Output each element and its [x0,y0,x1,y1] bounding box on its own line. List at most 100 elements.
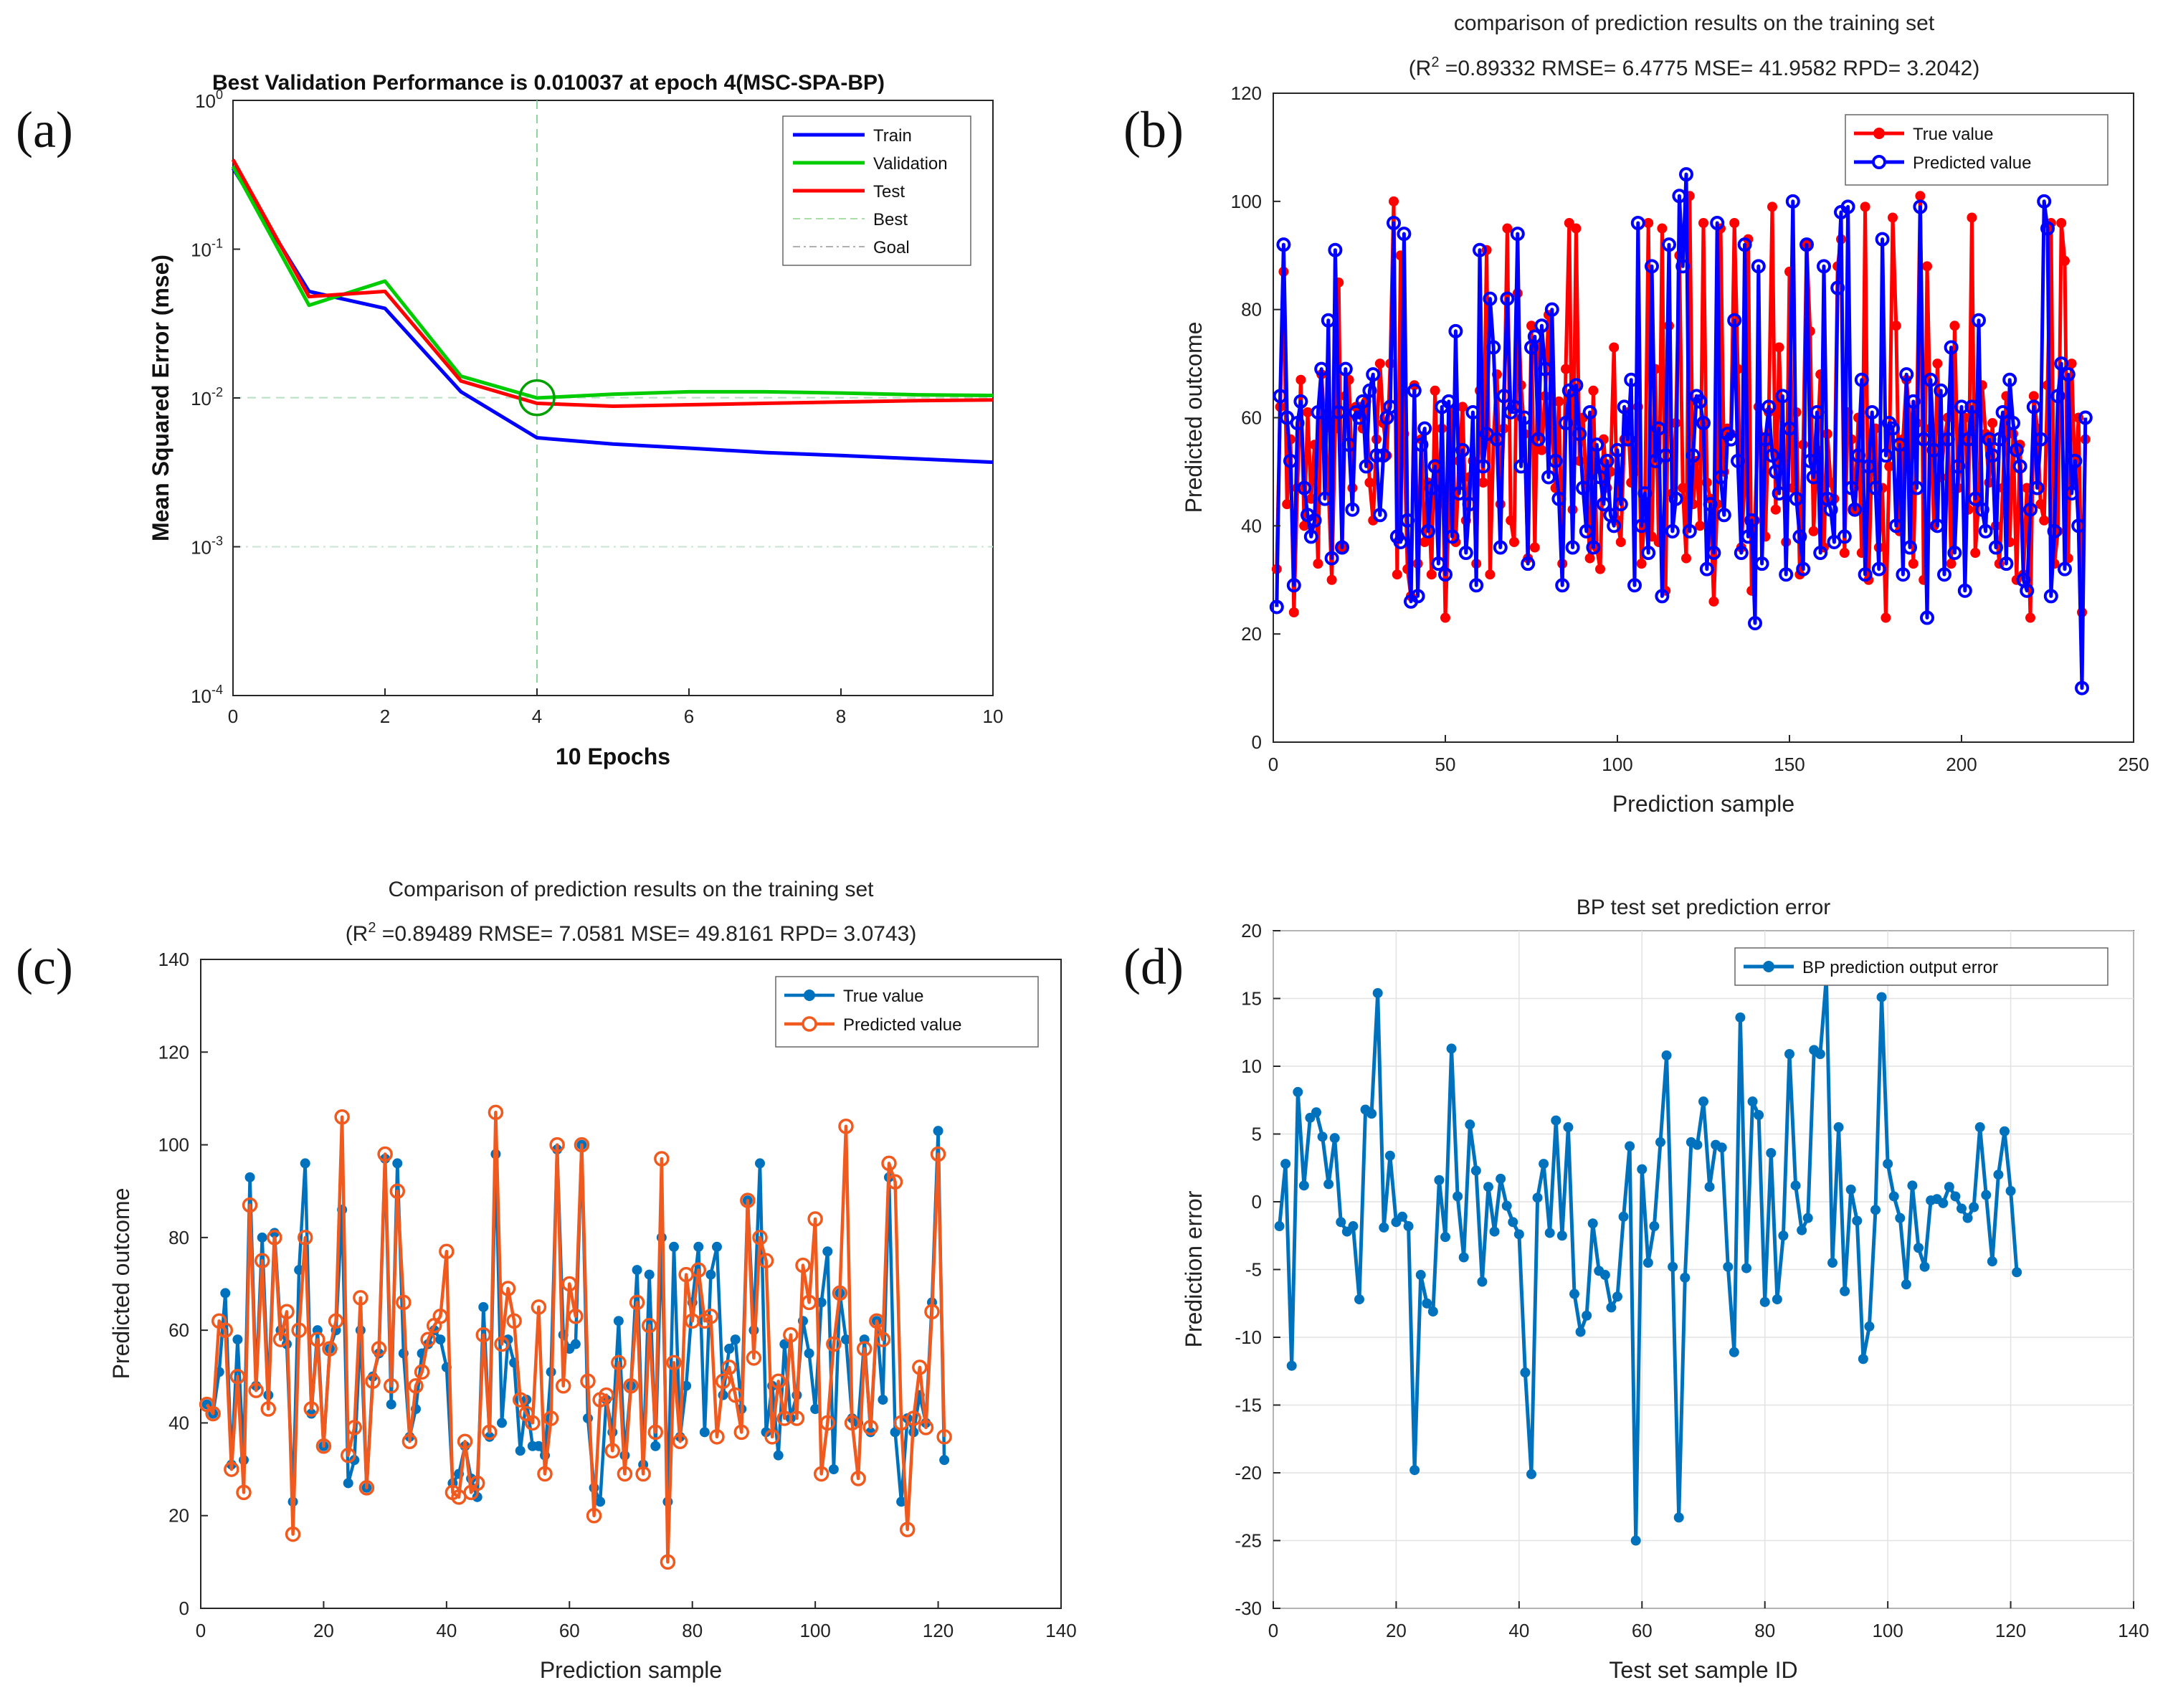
data-point-bp-prediction-output-error [1563,1122,1574,1133]
data-point-bp-prediction-output-error [1274,1221,1285,1232]
data-point-predicted-value [1985,448,2000,463]
data-point-predicted-value [1462,497,1477,512]
data-point-predicted-value [1634,518,1649,533]
data-point-true-value [1970,548,1981,559]
data-point-predicted-value [1496,389,1511,404]
data-point-predicted-value [1465,404,1480,419]
data-point-predicted-value [1355,394,1370,409]
data-point-predicted-value [217,1322,234,1338]
panel-b-legend: True value Predicted value [1845,114,2108,186]
panel-a-gridlines [233,100,993,696]
data-point-bp-prediction-output-error [1827,1258,1837,1268]
data-point-predicted-value [1369,448,1384,463]
data-point-true-value [712,1241,722,1252]
data-point-true-value [2028,391,2039,402]
panel-b-y-ticks: 0 20 40 60 80 100 120 [1231,82,1280,753]
data-point-bp-prediction-output-error [1513,1229,1524,1240]
data-point-bp-prediction-output-error [1784,1048,1794,1059]
data-point-bp-prediction-output-error [1427,1306,1438,1317]
data-point-predicted-value [1572,427,1587,442]
x-tick-label: 140 [1045,1620,1076,1641]
data-point-predicted-value [733,1424,750,1441]
data-point-predicted-value [819,1415,836,1431]
data-point-predicted-value [2060,367,2076,382]
data-point-true-value [1430,385,1440,396]
data-point-bp-prediction-output-error [1987,1256,1997,1267]
data-point-predicted-value [1957,583,1972,598]
data-point-predicted-value [1951,459,1966,474]
data-point-predicted-value [2030,480,2045,495]
data-point-predicted-value [703,1309,719,1324]
data-point-bp-prediction-output-error [1422,1298,1432,1309]
data-point-bp-prediction-output-error [1637,1164,1648,1175]
data-point-true-value [1678,483,1688,493]
data-point-predicted-value [1830,280,1845,295]
data-point-predicted-value [1823,502,1838,517]
data-point-true-value [1636,559,1647,569]
data-point-true-value [1595,564,1605,574]
data-point-predicted-value [1345,502,1360,517]
y-tick-label: 20 [168,1505,189,1527]
data-point-predicted-value [1696,416,1711,431]
data-point-bp-prediction-output-error [1772,1294,1782,1305]
data-point-bp-prediction-output-error [1415,1270,1426,1281]
data-point-predicted-value [1458,546,1473,561]
x-tick-label: 2 [380,706,390,727]
data-point-true-value [896,1496,907,1507]
data-point-bp-prediction-output-error [1544,1228,1555,1238]
data-point-predicted-value [758,1253,774,1268]
data-point-predicted-value [1269,599,1284,615]
data-point-true-value [933,1126,943,1137]
x-tick-label: 80 [1754,1620,1775,1641]
data-point-predicted-value [315,1438,332,1454]
data-point-bp-prediction-output-error [1901,1279,1911,1290]
data-point-predicted-value [1610,442,1625,457]
y-tick-label: 140 [158,949,189,970]
data-point-true-value [669,1241,679,1252]
data-point-true-value [478,1301,489,1312]
series-line-validation [231,165,994,400]
data-point-true-value [1426,569,1437,580]
data-point-true-value [1915,191,1926,201]
panel-d-series [1274,973,2022,1546]
data-point-predicted-value [2037,194,2052,209]
data-point-predicted-value [1607,518,1622,533]
data-point-true-value [644,1269,655,1280]
y-tick-label: 40 [1241,515,1262,536]
data-point-bp-prediction-output-error [1599,1270,1610,1281]
panel-d-letter: (d) [1123,938,1184,995]
data-point-true-value [705,1269,716,1280]
data-point-bp-prediction-output-error [1673,1512,1684,1523]
data-point-bp-prediction-output-error [1551,1115,1561,1126]
data-point-predicted-value [1796,561,1811,577]
data-point-predicted-value [396,1294,412,1311]
data-point-bp-prediction-output-error [1587,1218,1598,1229]
data-point-predicted-value [1871,561,1886,577]
series-line-predicted-value [205,1111,946,1564]
data-point-predicted-value [1500,291,1515,306]
data-point-true-value [1584,553,1595,564]
x-tick-label: 60 [1632,1620,1653,1641]
data-point-true-value [1698,218,1708,228]
data-point-predicted-value [1937,567,1951,582]
panel-d-title: BP test set prediction error [1577,896,1831,919]
data-point-predicted-value [2054,356,2069,371]
data-point-predicted-value [1731,453,1745,468]
data-point-predicted-value [1569,378,1584,393]
data-point-true-value [2056,218,2067,228]
data-point-bp-prediction-output-error [1489,1226,1500,1237]
data-point-bp-prediction-output-error [1458,1252,1469,1263]
data-point-true-value [804,1348,814,1359]
data-point-predicted-value [2075,680,2089,696]
data-point-bp-prediction-output-error [1950,1191,1961,1202]
panel-d-y-ticks: 20 15 10 5 0 -5 -10 -15 -20 -25 -30 [1235,920,1280,1619]
data-point-bp-prediction-output-error [1790,1180,1801,1191]
data-point-predicted-value [2009,442,2024,457]
data-point-predicted-value [377,1146,393,1162]
panel-c-legend-box [775,976,1039,1048]
data-point-predicted-value [1627,578,1642,593]
data-point-bp-prediction-output-error [1397,1211,1407,1222]
data-point-predicted-value [1940,432,1955,447]
panel-a-legend-entries: Train Validation Test Best Goal [793,126,948,257]
